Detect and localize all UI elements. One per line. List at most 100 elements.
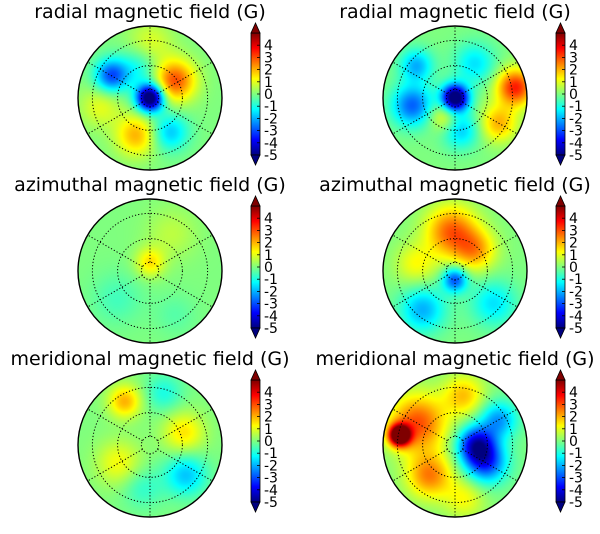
panel-title: radial magnetic field (G) bbox=[34, 1, 266, 23]
polar-panel: azimuthal magnetic field (G)43210-1-2-3-… bbox=[14, 174, 286, 344]
colorbar-min-arrow bbox=[555, 327, 566, 339]
grid-spoke bbox=[392, 274, 448, 308]
colorbar-tick-label: 3 bbox=[569, 50, 578, 66]
colorbar-tick-label: -1 bbox=[569, 99, 583, 115]
panel-title: radial magnetic field (G) bbox=[339, 1, 571, 23]
polar-outline bbox=[382, 372, 528, 518]
colorbar-tick-label: -1 bbox=[264, 272, 278, 288]
colorbar-tick-label: -5 bbox=[264, 495, 278, 511]
colorbar-tick-label: -2 bbox=[264, 458, 278, 474]
grid-ring bbox=[140, 435, 160, 455]
grid-ring bbox=[422, 238, 488, 304]
grid-spoke bbox=[392, 234, 448, 268]
colorbar-max-arrow bbox=[555, 195, 566, 207]
colorbar-tick-label: -4 bbox=[264, 483, 278, 499]
panel-title: azimuthal magnetic field (G) bbox=[319, 174, 591, 196]
grid-spoke bbox=[157, 274, 213, 308]
colorbar-tick-label: 0 bbox=[264, 260, 273, 276]
colorbar-tick-label: -2 bbox=[264, 111, 278, 127]
grid-ring bbox=[140, 261, 160, 281]
colorbar-tick-label: -2 bbox=[264, 284, 278, 300]
grid-spoke bbox=[157, 101, 213, 135]
colorbar-tick-label: -4 bbox=[264, 309, 278, 325]
grid-ring bbox=[422, 412, 488, 478]
grid-spoke bbox=[157, 408, 213, 442]
grid-spoke bbox=[392, 448, 448, 482]
colorbar-tick-label: 2 bbox=[569, 236, 578, 252]
colorbar-tick-label: 2 bbox=[264, 236, 273, 252]
colorbar-tick-label: 4 bbox=[264, 38, 273, 54]
colorbar-max-arrow bbox=[555, 22, 566, 34]
colorbar-tick-label: 3 bbox=[264, 397, 273, 413]
colorbar-tick-label: 4 bbox=[569, 211, 578, 227]
colorbar-tick-label: -1 bbox=[264, 99, 278, 115]
colorbar-max-arrow bbox=[250, 369, 261, 381]
grid-spoke bbox=[87, 101, 143, 135]
colorbar-min-arrow bbox=[250, 154, 261, 166]
colorbar-tick-label: -5 bbox=[264, 148, 278, 164]
colorbar-tick-label: 3 bbox=[264, 223, 273, 239]
colorbar-tick-label: 1 bbox=[569, 75, 578, 91]
grid-spoke bbox=[392, 408, 448, 442]
colorbar-tick-label: 2 bbox=[569, 63, 578, 79]
panel-title: meridional magnetic field (G) bbox=[11, 348, 290, 370]
polar-outline bbox=[382, 25, 528, 171]
colorbar-tick-label: 0 bbox=[569, 260, 578, 276]
grid-spoke bbox=[87, 408, 143, 442]
colorbar-tick-label: -3 bbox=[264, 124, 278, 140]
grid-spoke bbox=[462, 61, 518, 95]
grid-ring bbox=[445, 435, 465, 455]
grid-spoke bbox=[462, 234, 518, 268]
colorbar-tick-label: -2 bbox=[569, 458, 583, 474]
colorbar-tick-label: -3 bbox=[264, 297, 278, 313]
colorbar-max-arrow bbox=[250, 195, 261, 207]
grid-ring bbox=[445, 261, 465, 281]
grid-ring bbox=[117, 65, 183, 131]
colorbar-tick-label: -3 bbox=[569, 297, 583, 313]
colorbar-tick-label: -2 bbox=[569, 111, 583, 127]
grid-spoke bbox=[87, 61, 143, 95]
colorbar-tick-label: -3 bbox=[569, 124, 583, 140]
colorbar-tick-label: 1 bbox=[264, 422, 273, 438]
colorbar-tick-label: -4 bbox=[569, 136, 583, 152]
colorbar-min-arrow bbox=[250, 501, 261, 513]
grid-spoke bbox=[462, 274, 518, 308]
colorbar-tick-label: 0 bbox=[569, 434, 578, 450]
colorbar-tick-label: -3 bbox=[569, 471, 583, 487]
grid-spoke bbox=[87, 234, 143, 268]
colorbar-tick-label: -5 bbox=[264, 321, 278, 337]
colorbar-tick-label: 2 bbox=[264, 410, 273, 426]
colorbar-tick-label: -5 bbox=[569, 321, 583, 337]
grid-spoke bbox=[157, 448, 213, 482]
colorbar-max-arrow bbox=[555, 369, 566, 381]
grid-spoke bbox=[462, 408, 518, 442]
polar-panel: meridional magnetic field (G)43210-1-2-3… bbox=[11, 348, 290, 518]
colorbar-tick-label: 2 bbox=[569, 410, 578, 426]
colorbar-tick-label: 4 bbox=[569, 385, 578, 401]
colorbar-max-arrow bbox=[250, 22, 261, 34]
colorbar-min-arrow bbox=[250, 327, 261, 339]
colorbar-tick-label: 1 bbox=[264, 75, 273, 91]
colorbar-min-arrow bbox=[555, 501, 566, 513]
grid-spoke bbox=[392, 61, 448, 95]
grid-spoke bbox=[392, 101, 448, 135]
panel-title: azimuthal magnetic field (G) bbox=[14, 174, 286, 196]
colorbar-tick-label: 4 bbox=[264, 385, 273, 401]
colorbar-tick-label: -5 bbox=[569, 495, 583, 511]
colorbar-tick-label: 4 bbox=[569, 38, 578, 54]
grid-spoke bbox=[87, 274, 143, 308]
colorbar-tick-label: -4 bbox=[569, 483, 583, 499]
colorbar-tick-label: 1 bbox=[569, 422, 578, 438]
polar-outline bbox=[382, 198, 528, 344]
grid-spoke bbox=[157, 234, 213, 268]
colorbar-tick-label: 3 bbox=[264, 50, 273, 66]
colorbar-tick-label: -5 bbox=[569, 148, 583, 164]
polar-panel: azimuthal magnetic field (G)43210-1-2-3-… bbox=[319, 174, 591, 344]
